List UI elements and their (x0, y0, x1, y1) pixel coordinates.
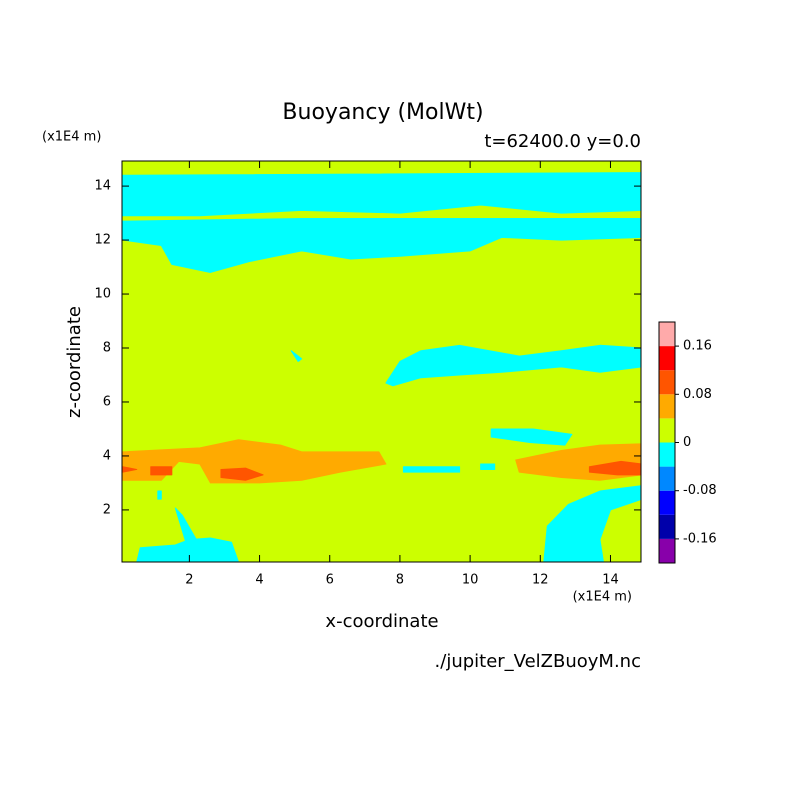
contour-region (122, 172, 641, 217)
colorbar-band (659, 490, 675, 515)
y-tick-label: 10 (94, 287, 111, 302)
colorbar-band (659, 322, 675, 347)
y-tick-label: 2 (103, 502, 111, 517)
colorbar-band (659, 394, 675, 419)
x-tick-label: 2 (185, 573, 193, 588)
colorbar-tick-label: -0.08 (683, 483, 717, 498)
x-tick-label: 8 (396, 573, 404, 588)
y-tick-label: 8 (103, 341, 111, 356)
x-tick-label: 10 (462, 573, 479, 588)
contour-region (290, 350, 303, 362)
y-unit: (x1E4 m) (42, 130, 101, 145)
contour-region (136, 537, 240, 562)
x-tick-label: 14 (602, 573, 619, 588)
y-axis-label: z-coordinate (64, 306, 85, 418)
contour-region (220, 467, 264, 481)
colorbar-band (659, 370, 675, 395)
contour-region (122, 217, 641, 273)
contour-region (174, 507, 197, 543)
colorbar-band (659, 538, 675, 563)
colorbar-tick-label: 0.16 (683, 339, 712, 354)
contour-region (122, 466, 138, 473)
colorbar-tick-label: 0.08 (683, 387, 712, 402)
colorbar-band (659, 418, 675, 443)
colorbar-band (659, 442, 675, 467)
footer: ./jupiter_VelZBuoyM.nc (435, 651, 641, 672)
y-tick-label: 12 (94, 233, 111, 248)
contour-region (150, 466, 173, 476)
colorbar-tick-label: 0 (683, 435, 691, 450)
y-tick-label: 6 (103, 394, 111, 409)
y-tick-label: 14 (94, 179, 111, 194)
chart-title: Buoyancy (MolWt) (282, 100, 483, 125)
contour-region (402, 466, 461, 473)
colorbar-band (659, 346, 675, 371)
chart-subtitle: t=62400.0 y=0.0 (484, 131, 641, 152)
colorbar-tick-label: -0.16 (683, 531, 717, 546)
contour-region (588, 460, 641, 476)
x-tick-label: 12 (532, 573, 549, 588)
plot-area (122, 161, 641, 562)
x-tick-label: 4 (255, 573, 263, 588)
contour-region (385, 344, 641, 387)
colorbar-band (659, 514, 675, 539)
contour-region (490, 428, 573, 446)
x-unit: (x1E4 m) (573, 590, 632, 605)
plot-frame (121, 160, 642, 563)
y-tick-label: 4 (103, 448, 111, 463)
colorbar-band (659, 466, 675, 491)
x-axis-label: x-coordinate (325, 611, 438, 632)
contour-region (157, 490, 162, 500)
contour-region (480, 463, 496, 470)
x-tick-label: 6 (326, 573, 334, 588)
contour-region (543, 485, 641, 562)
